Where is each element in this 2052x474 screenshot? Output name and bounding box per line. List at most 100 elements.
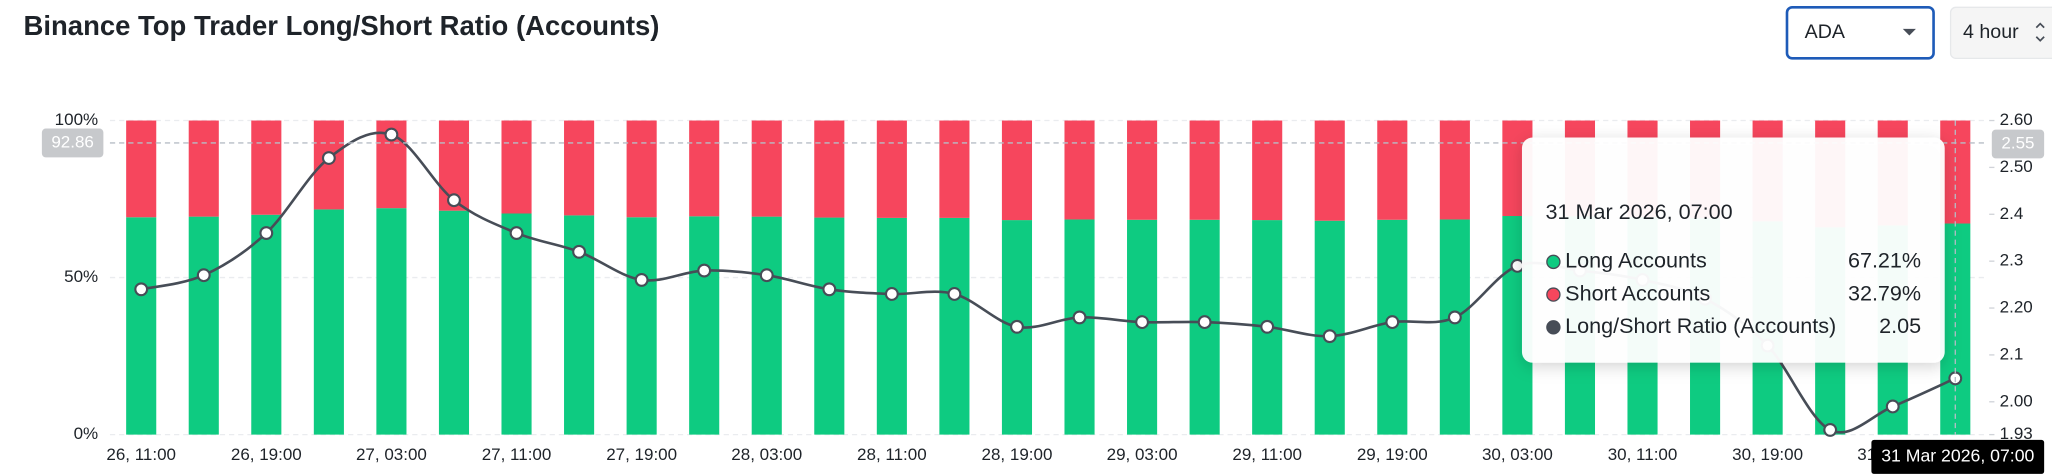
ratio-point — [1322, 329, 1337, 344]
bar-segment — [1252, 120, 1283, 221]
select-box[interactable] — [1949, 6, 2052, 60]
tooltip-box — [1521, 137, 1945, 363]
select-arrow — [2035, 22, 2045, 42]
x-tick-label: 29, 03:00 — [1107, 445, 1178, 464]
bar-segment — [188, 120, 219, 217]
bar-segment — [1064, 219, 1095, 435]
tooltip-dot — [1546, 254, 1561, 270]
ratio-point — [1385, 315, 1400, 330]
tooltip-dot — [1546, 320, 1561, 335]
y2-tick-label: 2.4 — [2000, 204, 2024, 223]
x-tick-label: 29, 11:00 — [1232, 445, 1302, 464]
ratio-point — [634, 272, 649, 287]
x-tick-label: 30, 19:00 — [1732, 445, 1803, 464]
ratio-point — [321, 151, 336, 165]
y2-tick-label: 2.1 — [2000, 344, 2024, 363]
ratio-point — [884, 287, 899, 301]
bar-segment — [689, 216, 720, 435]
x-tick-label: 30, 11:00 — [1608, 445, 1678, 464]
x-tick-label: 27, 11:00 — [482, 445, 552, 464]
bar-segment — [689, 120, 720, 217]
bar-segment — [188, 216, 219, 435]
x-tick-label: 27, 19:00 — [606, 445, 677, 464]
ratio-point — [134, 282, 149, 297]
select-arrow — [1902, 28, 1916, 36]
select-box[interactable] — [1785, 6, 1935, 60]
crosshair-y-box — [41, 128, 104, 158]
bar-segment — [814, 120, 845, 218]
ratio-point — [1823, 422, 1838, 437]
ratio-point — [572, 244, 587, 259]
symbol-select[interactable]: ADA — [1785, 6, 1935, 60]
tooltip-title: 31 Mar 2026, 07:00 — [1546, 199, 1733, 224]
bar-segment — [564, 120, 595, 216]
tooltip-value: 2.05 — [1879, 313, 1921, 338]
ratio-point — [1885, 399, 1900, 414]
crosshair-y2-label: 2.55 — [2001, 133, 2034, 152]
bar-segment — [1001, 120, 1033, 221]
tooltip-value: 32.79% — [1848, 280, 1921, 305]
ratio-point — [1510, 258, 1525, 273]
ratio-point — [947, 287, 962, 301]
ratio-point — [1135, 315, 1150, 330]
y-tick-label: 100% — [55, 110, 98, 129]
tooltip-label: Short Accounts — [1565, 280, 1710, 305]
bar-segment — [251, 120, 282, 215]
bar-segment — [939, 217, 970, 435]
x-tick-label: 29, 19:00 — [1357, 445, 1428, 464]
tooltip-label: Long Accounts — [1565, 248, 1707, 273]
ratio-point — [509, 226, 524, 240]
bar-segment — [126, 120, 157, 218]
ratio-point — [1010, 319, 1024, 334]
y-tick-label: 50% — [64, 267, 98, 286]
tooltip-label: Long/Short Ratio (Accounts) — [1565, 313, 1836, 338]
bar-segment — [1189, 120, 1220, 220]
x-tick-label: 30, 03:00 — [1482, 445, 1553, 464]
ratio-point — [447, 193, 461, 208]
tooltip-dot — [1546, 287, 1561, 302]
y2-tick-label: 2.60 — [2000, 110, 2033, 129]
tooltip-value: 67.21% — [1848, 248, 1921, 273]
ratio-point — [822, 282, 837, 297]
bar-segment — [1439, 219, 1470, 435]
bar-segment — [626, 120, 657, 218]
ratio-point — [1072, 310, 1087, 325]
bar-segment — [1314, 120, 1345, 221]
bar-segment — [751, 216, 782, 435]
ratio-point — [1260, 319, 1275, 334]
bar-segment — [126, 217, 157, 435]
bar-segment — [501, 120, 532, 214]
x-tick-label: 26, 19:00 — [231, 445, 302, 464]
bar-segment — [438, 210, 470, 435]
bar-segment — [814, 217, 845, 435]
ratio-point — [1447, 310, 1462, 325]
x-tick-label: 26, 11:00 — [106, 445, 176, 464]
y2-tick-label: 2.20 — [2000, 298, 2033, 317]
ratio-point — [1197, 315, 1212, 330]
ratio-point — [259, 226, 274, 240]
bar-segment — [251, 214, 282, 435]
select-value[interactable]: 4 hour — [1963, 21, 2019, 43]
bar-segment — [376, 208, 407, 435]
y2-tick-label: 1.93 — [2000, 424, 2033, 443]
y2-tick-label: 2.50 — [2000, 157, 2033, 176]
x-tick-label: 28, 19:00 — [982, 445, 1053, 464]
page-title: Binance Top Trader Long/Short Ratio (Acc… — [24, 10, 660, 41]
select-value[interactable]: ADA — [1805, 21, 1846, 43]
bar-segment — [939, 120, 970, 218]
x-tick-label: 27, 03:00 — [356, 445, 427, 464]
bar-segment — [876, 120, 907, 218]
bar-segment — [1940, 223, 1971, 435]
crosshair-y2-box — [1991, 129, 2045, 159]
interval-select[interactable]: 4 hour — [1949, 6, 2052, 60]
bar-segment — [501, 213, 532, 435]
bar-segment — [751, 120, 782, 217]
x-tick-label: 28, 03:00 — [731, 445, 802, 464]
bar-segment — [1314, 220, 1345, 435]
y-tick-label: 0% — [74, 424, 99, 443]
tooltip: 31 Mar 2026, 07:00 Long Accounts 67.21% Sho… — [1521, 137, 1945, 363]
bar-segment — [1127, 120, 1158, 220]
